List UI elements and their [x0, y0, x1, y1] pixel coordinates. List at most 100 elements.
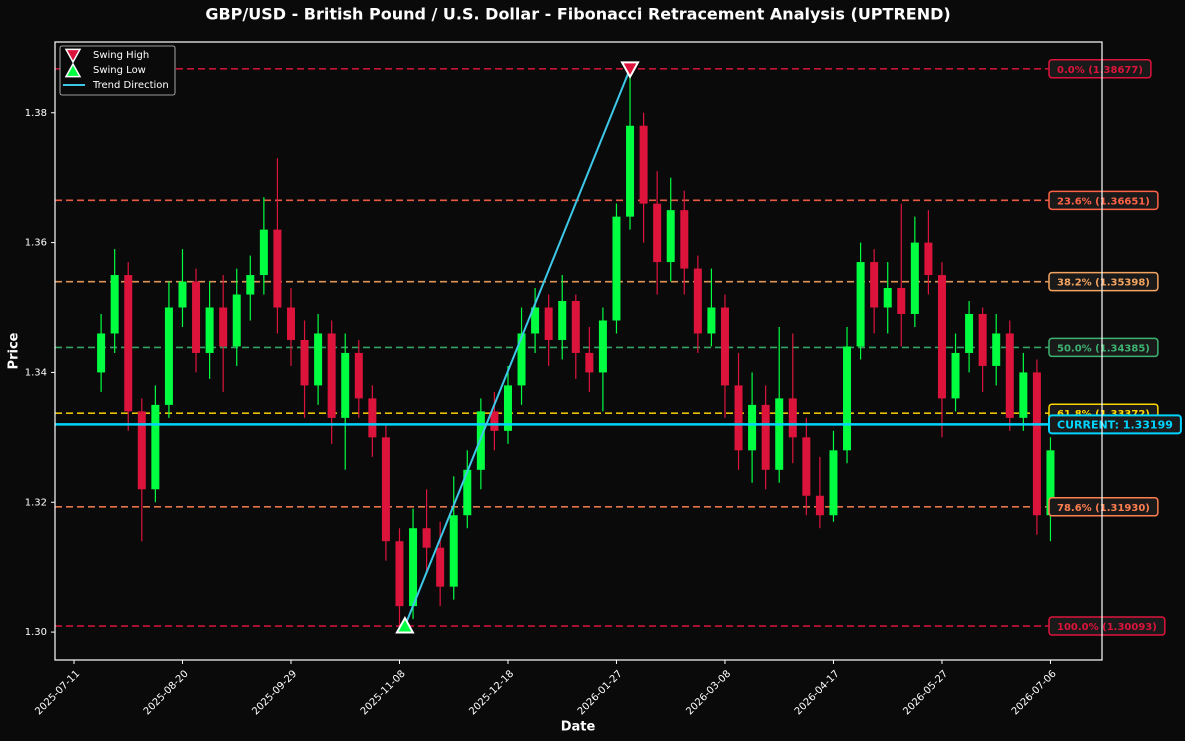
candle-body [124, 275, 133, 412]
candle-body [381, 437, 390, 542]
y-tick-label: 1.32 [25, 497, 47, 508]
candle-body [219, 307, 228, 347]
candle-body [192, 281, 201, 353]
level-label-box [1048, 616, 1166, 636]
candle-body [571, 301, 580, 353]
candle-body [748, 404, 757, 451]
candle-body [327, 333, 336, 418]
candle-body [164, 307, 173, 405]
candle-body [503, 385, 512, 431]
level-label: 78.6% (1.31930) [1048, 497, 1159, 517]
candle-body [259, 229, 268, 276]
candle-body [815, 495, 824, 516]
level-label: 50.0% (1.34385) [1048, 337, 1159, 358]
candle-body [490, 411, 499, 431]
candle-body [585, 352, 594, 373]
candle-body [395, 541, 404, 607]
candle-body [409, 528, 418, 607]
candle-body [720, 307, 729, 386]
candle-body [666, 210, 675, 263]
candle-body [273, 229, 282, 308]
candle-body [558, 301, 567, 340]
candle-body [436, 547, 445, 587]
level-label-text: 23.6% (1.36651) [1057, 196, 1150, 207]
candle-body [598, 320, 607, 373]
level-label: 23.6% (1.36651) [1048, 190, 1159, 211]
candle-body [544, 307, 553, 340]
candle-body [924, 242, 933, 276]
level-label-box [1048, 190, 1159, 211]
candle-body [653, 203, 662, 263]
level-label-box [1048, 414, 1182, 435]
x-axis-label: Date [561, 720, 596, 735]
candle-body [97, 333, 106, 373]
level-label: 0.0% (1.38677) [1048, 59, 1152, 79]
legend: Swing High Swing Low Trend Direction [59, 45, 176, 96]
candle-body [232, 294, 241, 347]
candle-body [707, 307, 716, 334]
candle-body [300, 339, 309, 386]
level-label-text: 0.0% (1.38677) [1057, 65, 1143, 76]
candle-body [354, 352, 363, 399]
candle-body [775, 398, 784, 470]
candle-body [870, 262, 879, 308]
trend-line [403, 68, 631, 627]
level-label-box [1048, 271, 1159, 292]
candle-body [368, 398, 377, 438]
level-label-text: 78.6% (1.31930) [1057, 503, 1150, 514]
candle-body [449, 515, 458, 587]
candle-body [137, 411, 146, 490]
candle-body [897, 288, 906, 314]
candle-body [531, 307, 540, 334]
legend-swatch [64, 48, 82, 64]
y-tick-label: 1.34 [25, 367, 47, 378]
legend-label: Swing High [93, 50, 149, 61]
level-label: 100.0% (1.30093) [1048, 616, 1166, 636]
plot-frame [54, 41, 1103, 661]
candle-body [937, 275, 946, 399]
candle-body [205, 307, 214, 353]
candle-body [178, 281, 187, 308]
level-label-text: CURRENT: 1.33199 [1057, 418, 1173, 431]
candle-body [829, 450, 838, 516]
swing-high-marker [620, 61, 640, 79]
candle-body [693, 268, 702, 334]
level-label-text: 100.0% (1.30093) [1057, 622, 1157, 633]
candle-body [626, 125, 635, 217]
level-label-text: 38.2% (1.35398) [1057, 278, 1150, 289]
candle-body [965, 313, 974, 353]
candle-body [843, 346, 852, 451]
y-tick-label: 1.30 [25, 627, 47, 638]
y-tick-label: 1.38 [25, 108, 47, 119]
candle-body [1032, 372, 1041, 516]
level-label: CURRENT: 1.33199 [1048, 414, 1182, 435]
candle-body [1019, 372, 1028, 418]
candle-body [910, 242, 919, 314]
candle-body [1046, 450, 1055, 516]
candle-body [246, 275, 255, 295]
candle-body [612, 216, 621, 321]
level-label: 38.2% (1.35398) [1048, 271, 1159, 292]
candle-body [951, 352, 960, 399]
candle-body [802, 437, 811, 496]
legend-label: Swing Low [93, 65, 146, 76]
candle-body [341, 352, 350, 418]
candle-body [761, 404, 770, 470]
candle-body [151, 404, 160, 490]
chart-title: GBP/USD - British Pound / U.S. Dollar - … [205, 5, 950, 24]
legend-swatch [64, 62, 82, 78]
candle-body [517, 333, 526, 386]
candle-body [978, 313, 987, 366]
y-tick-label: 1.36 [25, 238, 47, 249]
y-axis-label: Price [7, 332, 22, 369]
candle-body [110, 275, 119, 334]
candle-body [422, 528, 431, 548]
candle-body [639, 125, 648, 204]
level-label-box [1048, 59, 1152, 79]
legend-label: Trend Direction [92, 80, 169, 91]
candle-body [314, 333, 323, 386]
candle-body [883, 288, 892, 308]
level-label-box [1048, 337, 1159, 358]
